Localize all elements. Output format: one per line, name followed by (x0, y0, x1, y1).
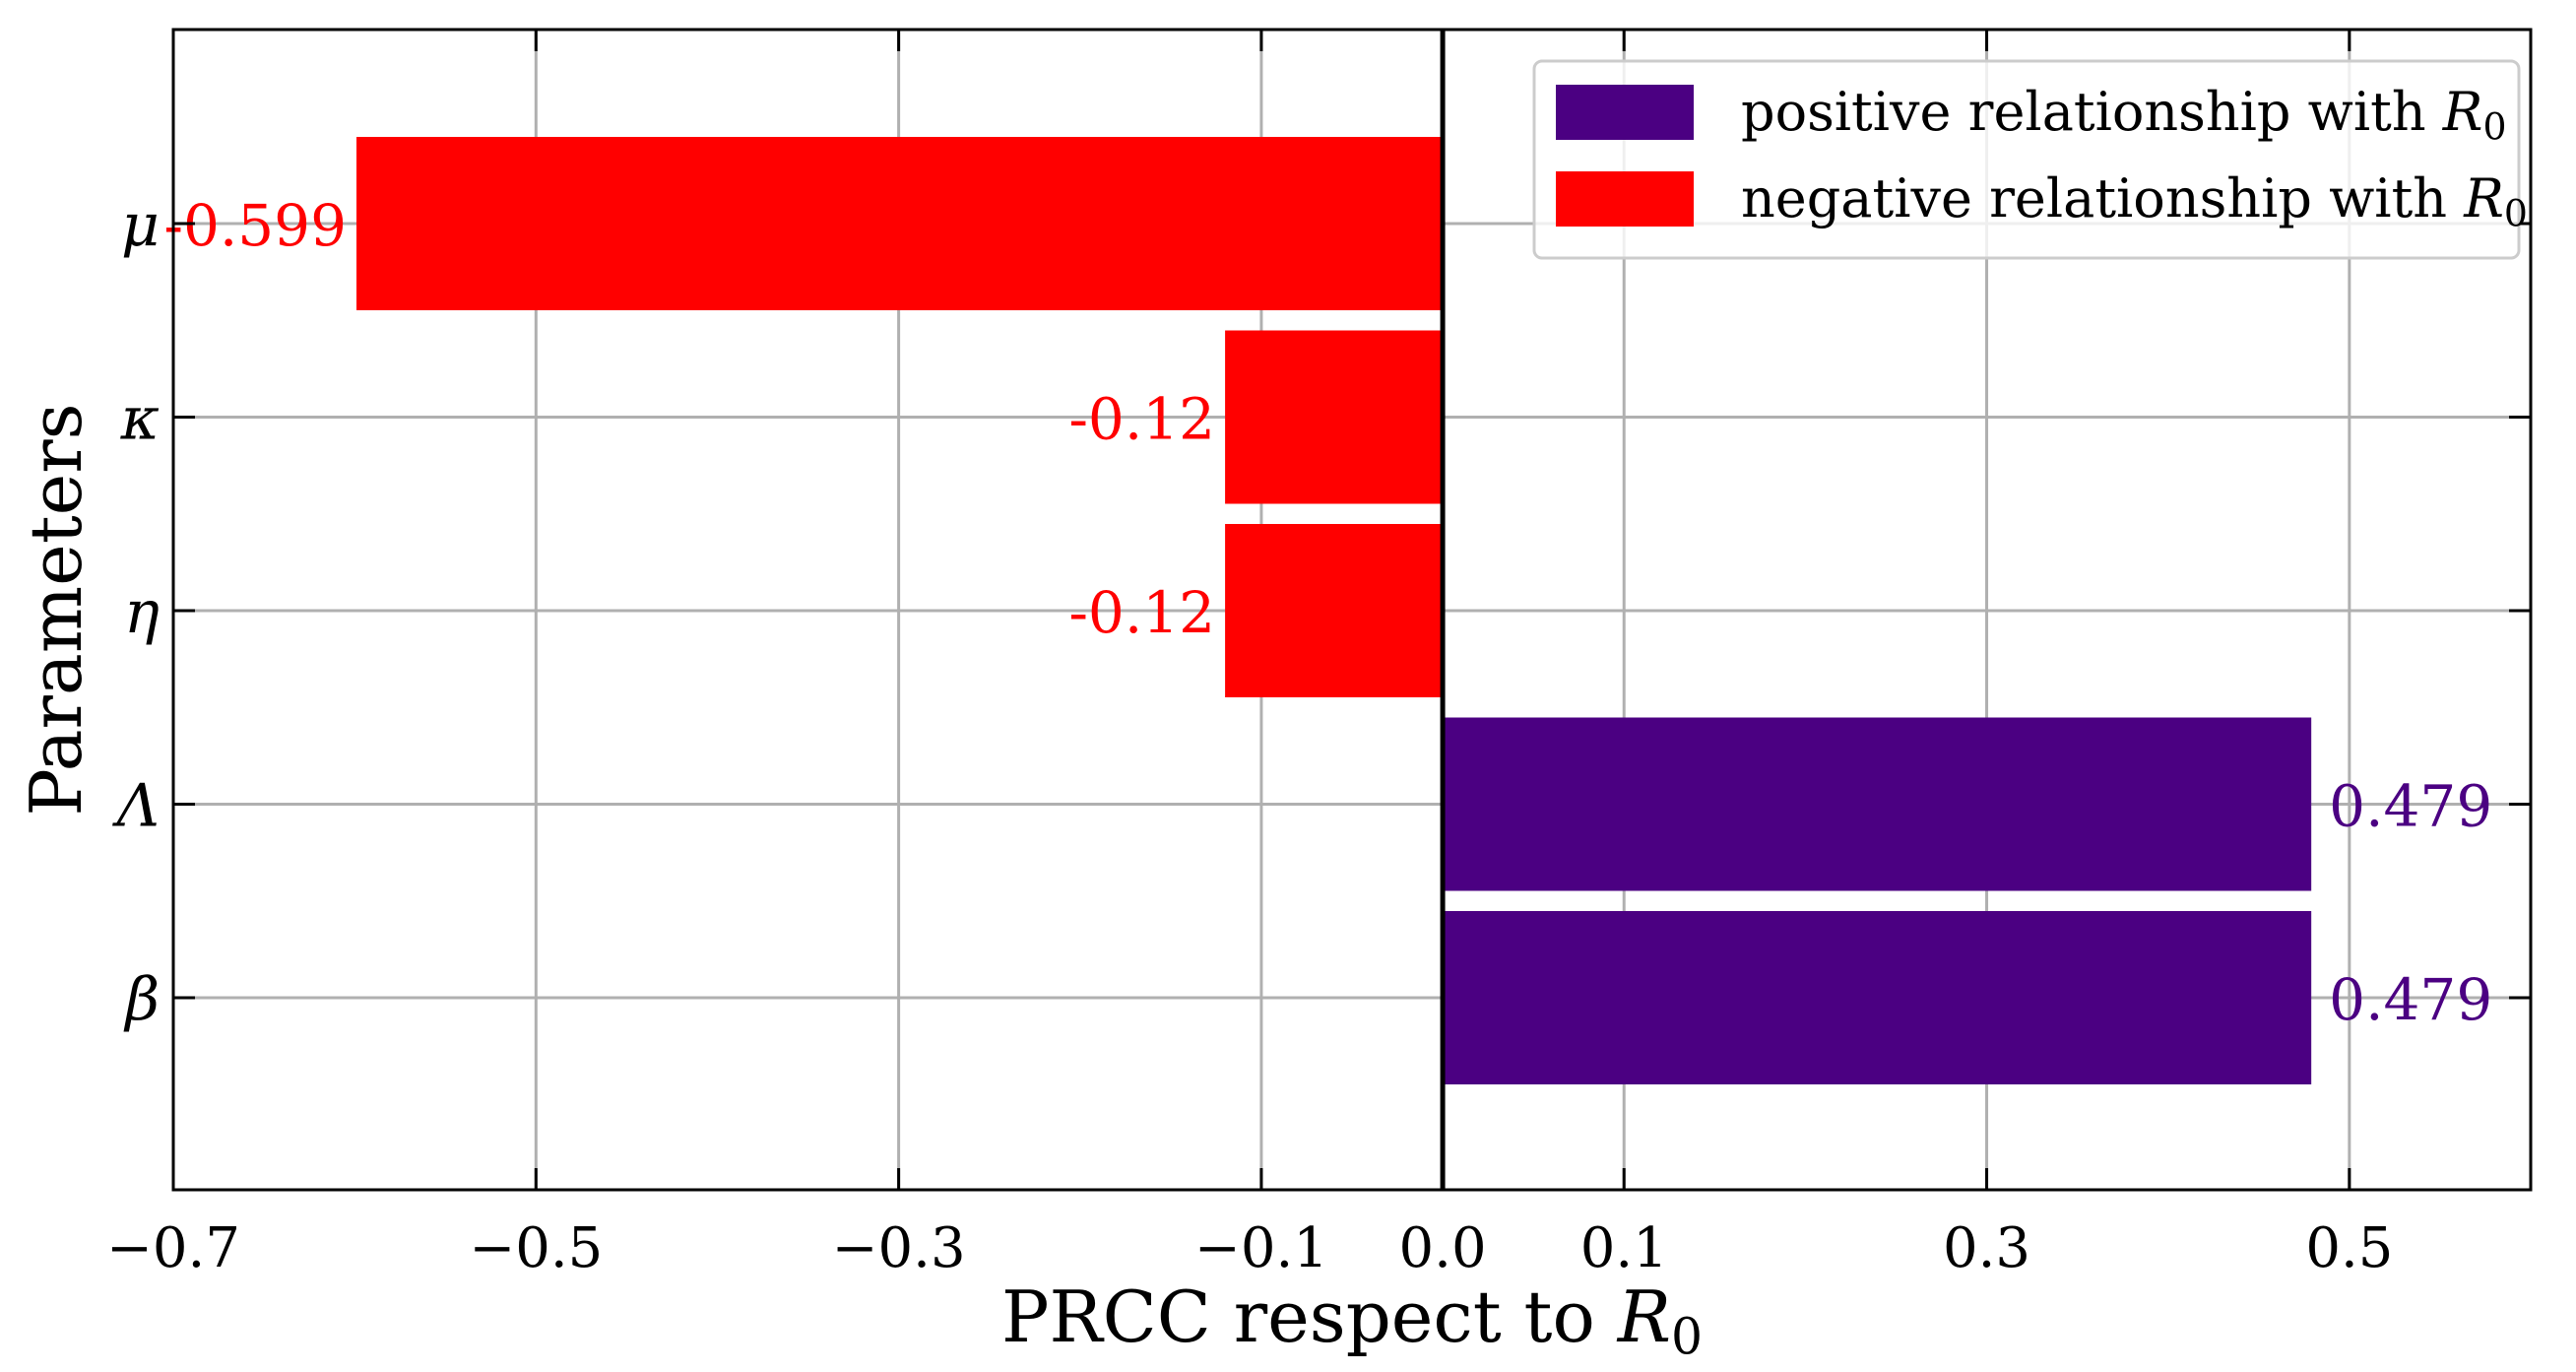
bar (355, 137, 1444, 310)
bar-value-label: 0.479 (2329, 966, 2492, 1033)
x-tick-label: 0.0 (1399, 1216, 1487, 1280)
bars (355, 30, 2312, 1190)
bar-value-label: 0.479 (2329, 773, 2492, 840)
x-tick-label: −0.3 (832, 1216, 966, 1280)
value-labels: -0.599 -0.12 -0.12 0.479 0.479 (163, 192, 2492, 1033)
legend-label: positive relationship with R0 (1741, 81, 2507, 148)
y-tick-label: β (123, 965, 160, 1034)
x-tick-label: 0.3 (1943, 1216, 2030, 1280)
x-tick-label: 0.5 (2305, 1216, 2393, 1280)
legend: positive relationship with R0 negative re… (1532, 59, 2528, 260)
bar-value-label: -0.599 (163, 192, 347, 259)
y-tick-label: η (124, 578, 160, 647)
legend-swatch (1556, 171, 1694, 227)
y-tick-label: κ (120, 385, 160, 454)
bar-value-label: -0.12 (1068, 579, 1215, 646)
x-tick-label: 0.1 (1580, 1216, 1668, 1280)
legend-swatch (1556, 85, 1694, 140)
bar (1225, 524, 1444, 697)
bar (1225, 330, 1444, 504)
y-tick-label: μ (121, 191, 160, 260)
y-axis-label: Parameters (15, 403, 97, 816)
ticks: −0.7 −0.5 −0.3 −0.1 0.0 0.1 0.3 0.5 μ κ η Λβ (106, 30, 2531, 1280)
x-tick-label: −0.7 (106, 1216, 240, 1280)
x-axis-label: PRCC respect to R0 (1001, 1275, 1703, 1366)
legend-label: negative relationship with R0 (1741, 167, 2528, 234)
bar-value-label: -0.12 (1068, 386, 1215, 453)
y-tick-label: Λ (112, 772, 160, 841)
x-tick-label: −0.1 (1194, 1216, 1328, 1280)
legend-box (1532, 59, 2521, 260)
bar (1443, 717, 2312, 891)
x-tick-label: −0.5 (469, 1216, 603, 1280)
bar (1443, 911, 2312, 1084)
